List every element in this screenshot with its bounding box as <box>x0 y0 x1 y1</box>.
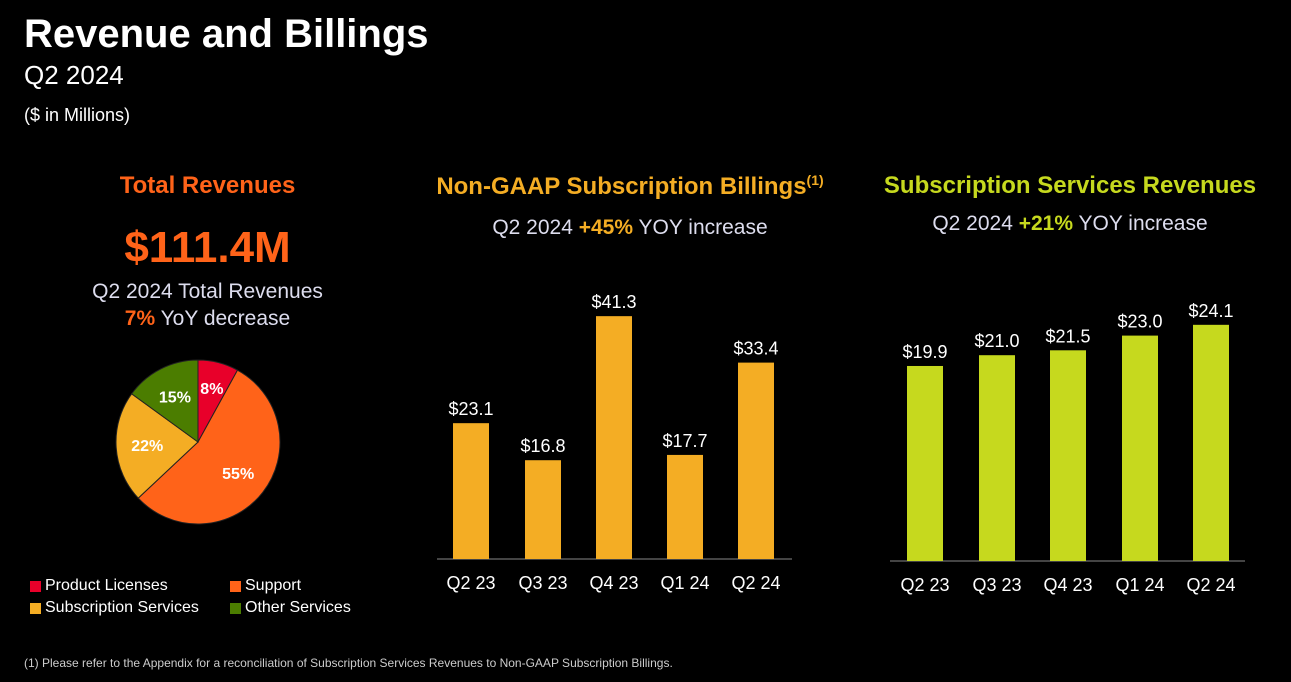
pie-slice-1 <box>137 369 281 525</box>
billings-bar <box>525 460 561 559</box>
billings-title: Non-GAAP Subscription Billings(1) <box>390 172 870 201</box>
billings-subtitle: Q2 2024 +45% YOY increase <box>390 216 870 240</box>
subscription-tick-label: Q2 24 <box>1186 575 1235 595</box>
billings-data-label: $16.8 <box>520 436 565 456</box>
units-note: ($ in Millions) <box>24 105 131 125</box>
subscription-data-label: $23.0 <box>1117 312 1162 332</box>
subscription-bar <box>907 365 943 561</box>
billings-data-label: $33.4 <box>733 339 778 359</box>
sub-value: +45% <box>578 216 634 239</box>
change-value: 7% <box>124 307 156 330</box>
billings-data-label: $41.3 <box>591 292 636 312</box>
sub-suffix: YOY increase <box>633 216 768 239</box>
billings-title-text: Non-GAAP Subscription Billings <box>436 173 807 200</box>
legend-item: Subscription Services <box>30 599 199 617</box>
billings-tick-label: Q2 24 <box>731 573 780 593</box>
billings-data-label: $17.7 <box>662 431 707 451</box>
subscription-tick-label: Q3 23 <box>972 575 1021 595</box>
pie-slice-2 <box>115 393 199 499</box>
total-revenues-value: $111.4M <box>124 223 291 272</box>
footnote-marker: (1) <box>806 172 824 188</box>
sub-value: +21% <box>1018 212 1074 235</box>
change-text: YoY decrease <box>155 307 291 330</box>
footnote: (1) Please refer to the Appendix for a r… <box>24 656 673 670</box>
pie-label: 22% <box>131 438 163 455</box>
legend-item: Support <box>230 577 301 595</box>
legend-label: Product Licenses <box>45 577 168 594</box>
legend-swatch <box>230 602 241 614</box>
billings-bar <box>738 362 774 559</box>
legend-item: Product Licenses <box>30 577 168 595</box>
subscription-bar <box>1122 335 1158 561</box>
billings-bar <box>596 316 632 559</box>
pie-label: 55% <box>222 466 254 483</box>
pie-label: 8% <box>200 381 223 398</box>
subscription-data-label: $21.5 <box>1045 326 1090 346</box>
sub-prefix: Q2 2024 <box>492 216 579 239</box>
billings-tick-label: Q4 23 <box>589 573 638 593</box>
subscription-subtitle: Q2 2024 +21% YOY increase <box>850 212 1290 236</box>
billings-tick-label: Q3 23 <box>518 573 567 593</box>
billings-data-label: $23.1 <box>448 399 493 419</box>
sub-suffix: YOY increase <box>1073 212 1208 235</box>
subscription-tick-label: Q1 24 <box>1115 575 1164 595</box>
legend-label: Support <box>245 577 302 594</box>
subscription-bar <box>1193 324 1229 561</box>
billings-bar <box>667 454 703 559</box>
billings-tick-label: Q2 23 <box>446 573 495 593</box>
pie-slice-3 <box>130 359 199 443</box>
pie-label: 15% <box>159 390 191 407</box>
legend-label: Subscription Services <box>45 599 199 616</box>
legend-label: Other Services <box>245 599 351 616</box>
subscription-bar <box>1050 350 1086 561</box>
total-revenues-title: Total Revenues <box>119 172 296 199</box>
total-revenues-change: 7% YoY decrease <box>60 307 355 331</box>
subscription-data-label: $19.9 <box>902 342 947 362</box>
legend-swatch <box>230 580 241 592</box>
subscription-title: Subscription Services Revenues <box>883 172 1257 199</box>
legend-item: Other Services <box>230 599 351 617</box>
billings-bar <box>453 423 489 559</box>
subscription-tick-label: Q4 23 <box>1043 575 1092 595</box>
subscription-data-label: $21.0 <box>974 331 1019 351</box>
legend-swatch <box>30 580 41 592</box>
page-title: Revenue and Billings <box>24 12 429 56</box>
subscription-bar <box>979 355 1015 561</box>
billings-tick-label: Q1 24 <box>660 573 709 593</box>
page-subtitle: Q2 2024 <box>24 60 124 90</box>
total-revenues-desc: Q2 2024 Total Revenues <box>92 280 323 303</box>
legend-swatch <box>30 602 41 614</box>
subscription-tick-label: Q2 23 <box>900 575 949 595</box>
subscription-data-label: $24.1 <box>1188 301 1233 321</box>
sub-prefix: Q2 2024 <box>932 212 1019 235</box>
